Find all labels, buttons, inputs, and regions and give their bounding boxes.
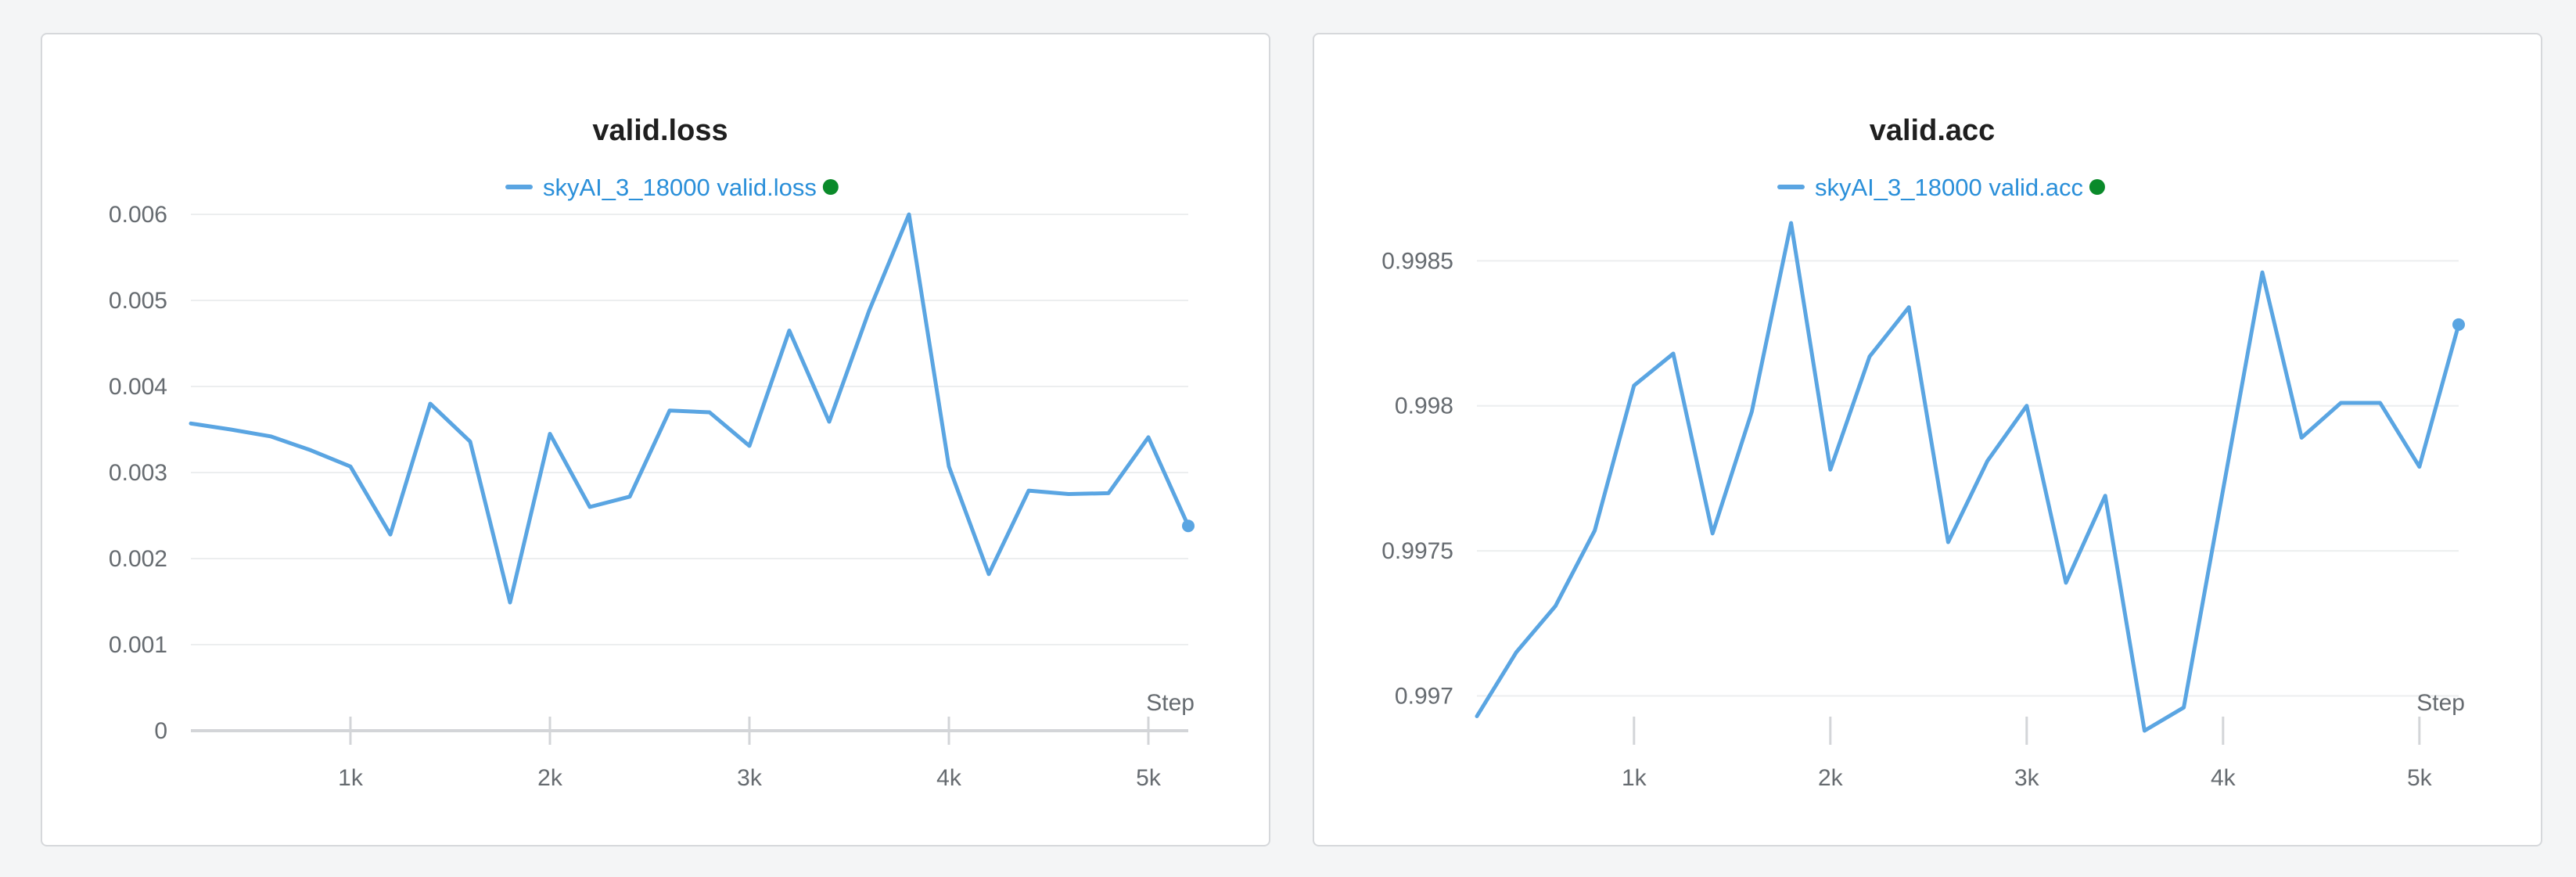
acc-x-tick-label: 4k (2211, 765, 2236, 791)
loss-y-tick-label: 0.004 (109, 374, 167, 400)
loss-x-tick-label: 3k (737, 765, 763, 791)
acc-x-tick-label: 3k (2014, 765, 2040, 791)
acc-chart-title: valid.acc (1870, 114, 1996, 147)
loss-x-tick-label: 1k (338, 765, 364, 791)
loss-x-tick-label: 5k (1136, 765, 1162, 791)
loss-x-tick-label: 4k (936, 765, 962, 791)
loss-legend-status-dot (822, 179, 839, 195)
loss-chart-svg[interactable]: valid.loss skyAI_3_18000 valid.loss 0 0.001… (42, 34, 1272, 848)
acc-y-tick-label: 0.997 (1395, 684, 1453, 710)
acc-x-axis-label: Step (2416, 690, 2465, 716)
loss-y-tick-label: 0.001 (109, 632, 167, 658)
acc-chart-svg[interactable]: valid.acc skyAI_3_18000 valid.acc 0.997 0.9… (1314, 34, 2544, 848)
loss-y-tick-label: 0.005 (109, 288, 167, 314)
acc-series-line (1475, 221, 2461, 733)
acc-last-point-marker (2452, 318, 2465, 331)
loss-y-tick-label: 0.002 (109, 546, 167, 572)
acc-x-tick-label: 5k (2407, 765, 2433, 791)
loss-y-tick-label: 0.006 (109, 202, 167, 228)
acc-y-tick-label: 0.998 (1395, 394, 1453, 419)
acc-y-tick-label: 0.9975 (1381, 538, 1453, 564)
acc-y-tick-label: 0.9985 (1381, 248, 1453, 274)
loss-y-tick-label: 0 (154, 718, 167, 744)
loss-legend: skyAI_3_18000 valid.loss (505, 174, 839, 201)
acc-legend-label: skyAI_3_18000 valid.acc (1815, 174, 2083, 201)
acc-chart-panel: valid.acc skyAI_3_18000 valid.acc 0.997 0.9… (1313, 33, 2542, 846)
loss-x-axis-label: Step (1146, 690, 1195, 716)
loss-chart-title: valid.loss (592, 114, 728, 147)
loss-y-tick-label: 0.003 (109, 460, 167, 486)
loss-legend-label: skyAI_3_18000 valid.loss (543, 174, 817, 201)
loss-last-point-marker (1182, 519, 1195, 533)
loss-x-tick-label: 2k (537, 765, 563, 791)
acc-x-tick-label: 1k (1622, 765, 1647, 791)
acc-x-tick-label: 2k (1818, 765, 1844, 791)
loss-series-line (189, 212, 1191, 605)
loss-chart-panel: valid.loss skyAI_3_18000 valid.loss 0 0.001… (41, 33, 1270, 846)
acc-legend-status-dot (2089, 179, 2105, 195)
acc-legend: skyAI_3_18000 valid.acc (1777, 174, 2105, 201)
